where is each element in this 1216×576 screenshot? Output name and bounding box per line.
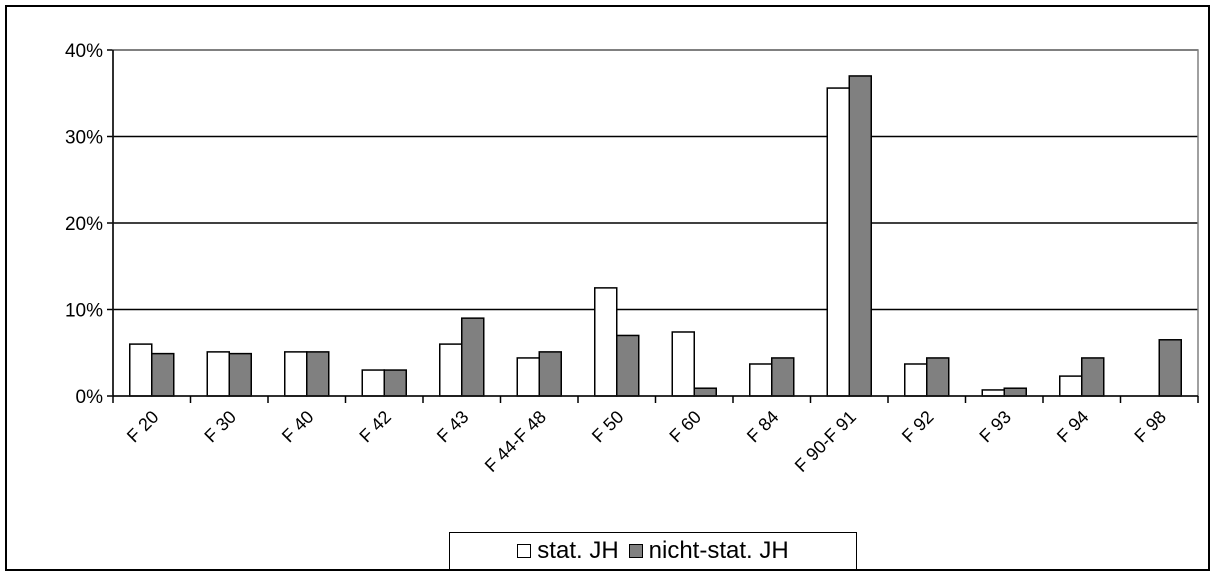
- bar-stat: [594, 287, 618, 397]
- bar-nicht-stat: [383, 369, 407, 397]
- x-tick-label: F 20: [123, 407, 163, 447]
- legend: stat. JH nicht-stat. JH: [449, 532, 857, 570]
- legend-label-nicht-stat: nicht-stat. JH: [648, 537, 789, 564]
- bars: [129, 75, 1182, 397]
- x-tick-label: F 40: [278, 407, 318, 447]
- bar-nicht-stat: [1003, 387, 1027, 397]
- x-tick-label: F 60: [665, 407, 705, 447]
- legend-label-stat: stat. JH: [537, 537, 619, 564]
- bar-stat: [284, 351, 308, 397]
- x-tick-label: F 90-F 91: [791, 407, 860, 476]
- bar-nicht-stat: [228, 352, 252, 397]
- bar-stat: [981, 389, 1005, 397]
- gridlines: [113, 49, 1198, 311]
- y-axis-ticks: 0% 10% 20% 30% 40%: [65, 41, 113, 408]
- axes: [112, 49, 1199, 403]
- bar-nicht-stat: [538, 351, 562, 397]
- y-tick-label: 40%: [65, 41, 103, 62]
- bar-stat: [206, 351, 230, 397]
- bar-stat: [129, 343, 153, 397]
- y-tick-label: 20%: [65, 214, 103, 235]
- x-tick-label: F 94: [1053, 407, 1093, 447]
- bar-nicht-stat: [151, 352, 175, 397]
- bar-stat: [826, 87, 850, 397]
- bar-stat: [671, 331, 695, 397]
- bar-nicht-stat: [848, 75, 872, 397]
- bar-nicht-stat: [1081, 357, 1105, 397]
- x-tick-label: F 43: [433, 407, 473, 447]
- legend-swatch-stat: [517, 544, 532, 558]
- x-tick-label: F 44-F 48: [481, 407, 550, 476]
- y-tick-label: 10%: [65, 301, 103, 322]
- bar-stat: [904, 363, 928, 397]
- bar-stat: [439, 343, 463, 397]
- x-tick-label: F 92: [898, 407, 938, 447]
- x-axis-labels: F 20 F 30 F 40 F 42 F 43 F 44-F 48 F 50 F 60 F 8…: [123, 407, 1170, 476]
- bar-nicht-stat: [693, 387, 717, 397]
- x-tick-label: F 30: [200, 407, 240, 447]
- bar-nicht-stat: [1158, 339, 1182, 397]
- bar-nicht-stat: [926, 357, 950, 397]
- legend-swatch-nicht-stat: [628, 544, 643, 558]
- bar-nicht-stat: [461, 317, 485, 397]
- bar-stat: [1059, 375, 1083, 397]
- x-tick-label: F 42: [355, 407, 395, 447]
- bar-nicht-stat: [771, 357, 795, 397]
- y-tick-label: 30%: [65, 128, 103, 149]
- y-tick-label: 0%: [76, 387, 104, 408]
- x-tick-label: F 50: [588, 407, 628, 447]
- legend-item-stat: stat. JH: [517, 537, 619, 565]
- x-tick-label: F 84: [743, 407, 783, 447]
- x-tick-label: F 98: [1130, 407, 1170, 447]
- bar-stat: [749, 363, 773, 397]
- bar-stat: [516, 357, 540, 397]
- bar-stat: [361, 369, 385, 397]
- bar-nicht-stat: [616, 334, 640, 397]
- bar-nicht-stat: [306, 351, 330, 397]
- x-tick-label: F 93: [975, 407, 1015, 447]
- legend-item-nicht-stat: nicht-stat. JH: [628, 537, 789, 565]
